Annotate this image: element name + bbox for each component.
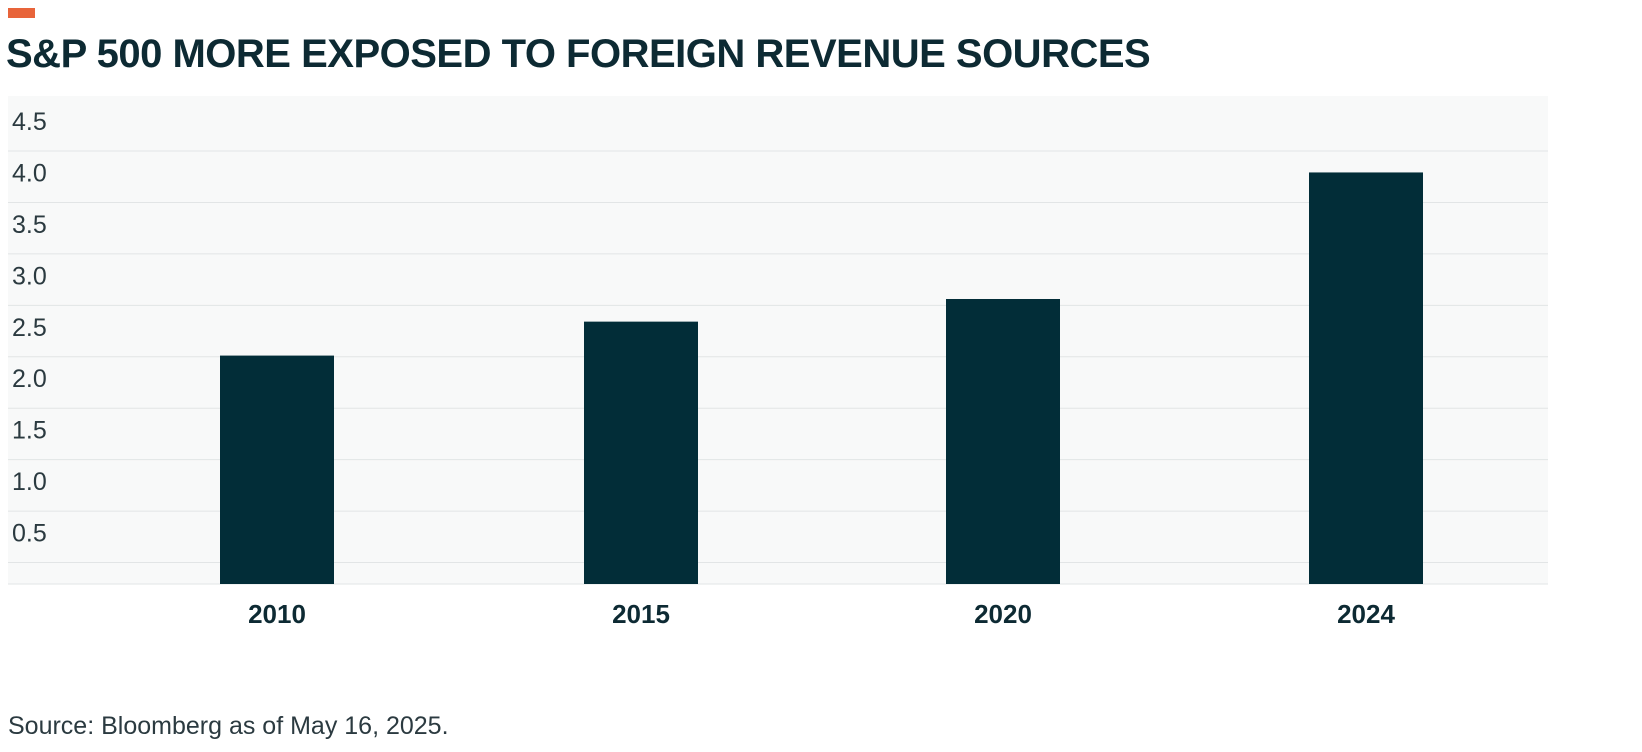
x-tick-label: 2015 bbox=[612, 599, 670, 629]
bar-2010 bbox=[220, 355, 334, 584]
y-tick-label: 2.5 bbox=[12, 314, 47, 342]
bars bbox=[220, 172, 1423, 584]
y-axis-ticks: 0.5 1.0 1.5 2.0 2.5 3.0 3.5 4.0 4.5 bbox=[12, 108, 47, 548]
x-tick-label: 2010 bbox=[248, 599, 306, 629]
y-tick-label: 1.0 bbox=[12, 468, 47, 496]
source-note: Source: Bloomberg as of May 16, 2025. bbox=[8, 712, 449, 740]
y-tick-label: 3.0 bbox=[12, 262, 47, 290]
y-tick-label: 1.5 bbox=[12, 417, 47, 445]
bar-2020 bbox=[946, 298, 1060, 584]
y-tick-label: 4.5 bbox=[12, 108, 47, 136]
y-tick-label: 4.0 bbox=[12, 159, 47, 187]
x-axis-ticks: 2010 2015 2020 2024 bbox=[248, 599, 1395, 629]
y-tick-label: 0.5 bbox=[12, 520, 47, 548]
y-tick-label: 3.5 bbox=[12, 211, 47, 239]
chart-title: S&P 500 MORE EXPOSED TO FOREIGN REVENUE … bbox=[6, 32, 1151, 76]
x-tick-label: 2024 bbox=[1337, 599, 1395, 629]
accent-bar bbox=[8, 8, 35, 18]
bar-2015 bbox=[584, 321, 698, 584]
bar-2024 bbox=[1309, 172, 1423, 584]
y-tick-label: 2.0 bbox=[12, 365, 47, 393]
x-tick-label: 2020 bbox=[974, 599, 1032, 629]
